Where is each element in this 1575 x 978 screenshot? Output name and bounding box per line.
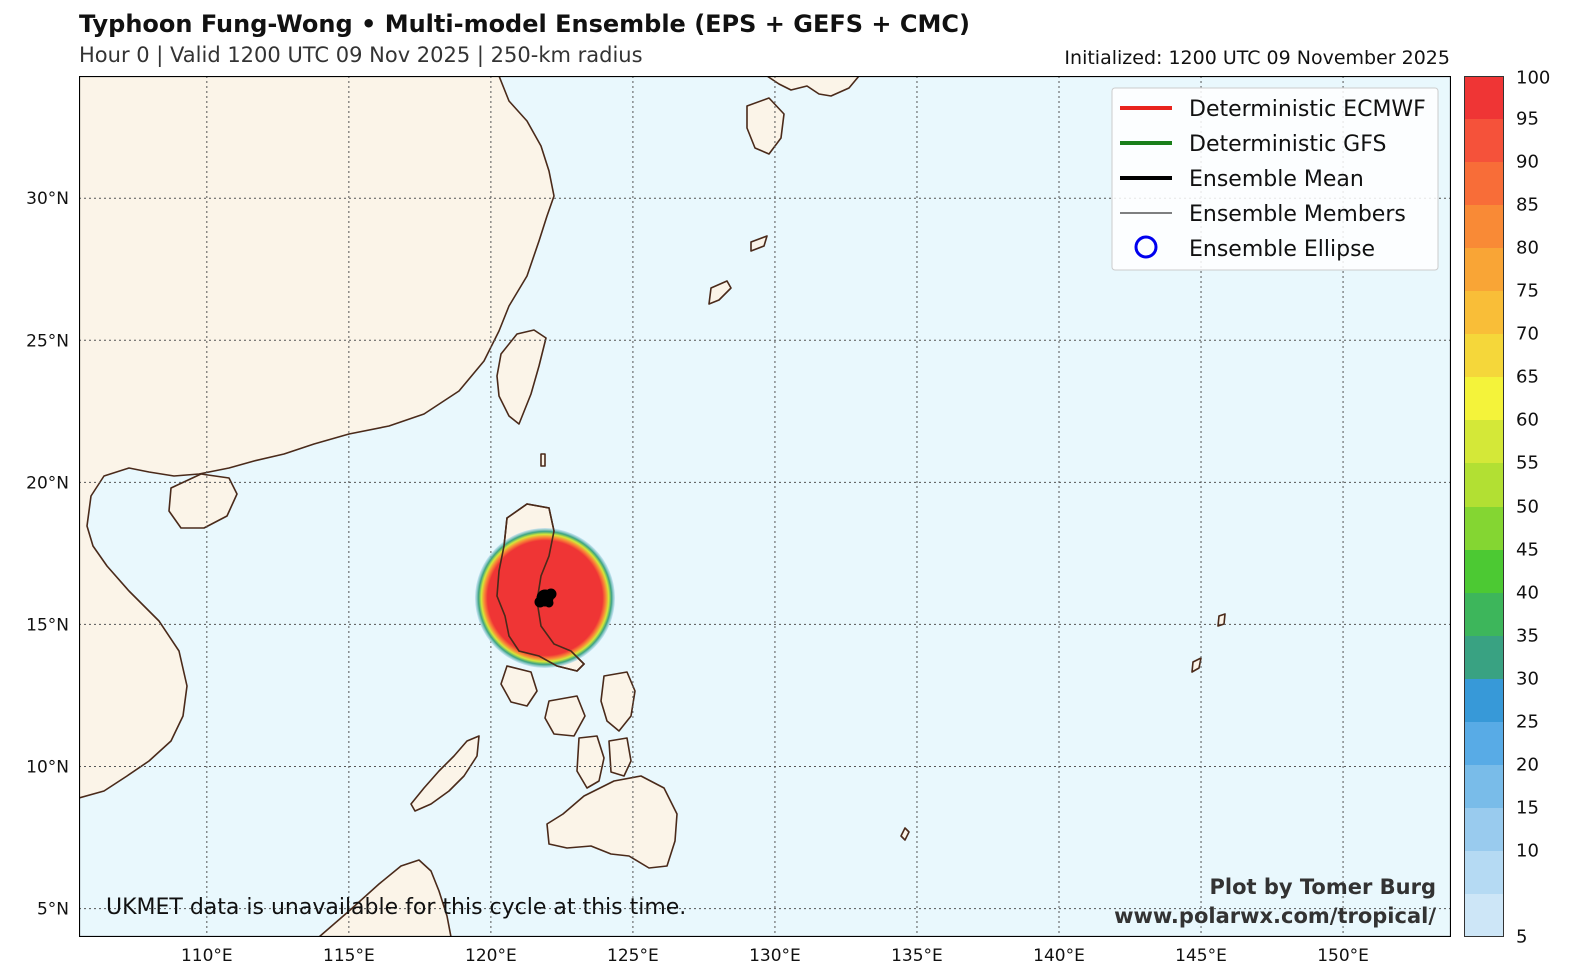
colorbar-segment bbox=[1464, 463, 1504, 507]
colorbar-segment bbox=[1464, 764, 1504, 809]
ensemble-member-cluster bbox=[534, 588, 557, 608]
colorbar-segment bbox=[1464, 721, 1504, 766]
lat-tick-label: 5°N bbox=[37, 900, 69, 920]
colorbar-label: 40 bbox=[1516, 582, 1539, 604]
legend-item-ensemble-ellipse: Ensemble Ellipse bbox=[1134, 235, 1375, 262]
colorbar-segment bbox=[1464, 807, 1504, 852]
lon-tick-label: 150°E bbox=[1317, 946, 1369, 966]
colorbar-segment bbox=[1464, 291, 1504, 335]
lon-tick-label: 110°E bbox=[181, 946, 233, 966]
colorbar bbox=[1464, 76, 1504, 938]
legend-item-ensemble-members: Ensemble Members bbox=[1120, 202, 1406, 227]
map-panel: Deterministic ECMWF Deterministic GFS En… bbox=[79, 76, 1451, 937]
legend-box: Deterministic ECMWF Deterministic GFS En… bbox=[1111, 87, 1439, 271]
colorbar-segment bbox=[1464, 592, 1504, 637]
landmass-hainan bbox=[168, 473, 238, 529]
lon-tick-label: 145°E bbox=[1175, 946, 1227, 966]
colorbar-label: 80 bbox=[1516, 237, 1539, 259]
colorbar-segment bbox=[1464, 678, 1504, 723]
colorbar-segment bbox=[1464, 635, 1504, 680]
colorbar-segment bbox=[1464, 162, 1504, 206]
colorbar-segment bbox=[1464, 205, 1504, 249]
luzon-coastline-overlay bbox=[496, 503, 586, 672]
lon-tick-label: 130°E bbox=[749, 946, 801, 966]
lon-tick-label: 135°E bbox=[891, 946, 943, 966]
legend-item-ecmwf: Deterministic ECMWF bbox=[1120, 97, 1426, 122]
colorbar-segment bbox=[1464, 420, 1504, 464]
colorbar-label: 10 bbox=[1516, 840, 1539, 862]
colorbar-label: 65 bbox=[1516, 366, 1539, 388]
landmass-okinawa bbox=[708, 280, 732, 305]
colorbar-label: 90 bbox=[1516, 151, 1539, 173]
map-frame bbox=[79, 76, 1451, 937]
landmass-samar bbox=[600, 671, 636, 732]
legend-item-ensemble-mean: Ensemble Mean bbox=[1120, 167, 1364, 192]
landmass-batanes bbox=[540, 453, 546, 467]
lon-tick-label: 125°E bbox=[607, 946, 659, 966]
chart-subtitle: Hour 0 | Valid 1200 UTC 09 Nov 2025 | 25… bbox=[79, 43, 643, 67]
lat-tick-label: 10°N bbox=[26, 758, 69, 778]
colorbar-segment bbox=[1464, 377, 1504, 421]
colorbar-label: 70 bbox=[1516, 323, 1539, 345]
colorbar-frame bbox=[1464, 76, 1504, 937]
colorbar-label: 100 bbox=[1516, 67, 1551, 89]
credit-line-1: Plot by Tomer Burg bbox=[1210, 875, 1437, 899]
lat-tick-label: 25°N bbox=[26, 331, 69, 351]
landmass-ryukyu bbox=[750, 235, 768, 252]
colorbar-label: 55 bbox=[1516, 452, 1539, 474]
colorbar-segment bbox=[1464, 334, 1504, 378]
legend-item-gfs: Deterministic GFS bbox=[1120, 132, 1386, 157]
colorbar-label: 15 bbox=[1516, 797, 1539, 819]
landmass-guam bbox=[1191, 657, 1202, 673]
landmass-mindanao bbox=[546, 775, 678, 869]
colorbar-segment bbox=[1464, 119, 1504, 163]
colorbar-segment bbox=[1464, 549, 1504, 594]
legend-label-ensemble-members: Ensemble Members bbox=[1189, 202, 1406, 227]
colorbar-label: 45 bbox=[1516, 539, 1539, 561]
colorbar-label: 30 bbox=[1516, 668, 1539, 690]
landmass-panay bbox=[544, 695, 586, 737]
ellipse-circle-icon bbox=[1134, 235, 1158, 259]
colorbar-label: 5 bbox=[1516, 926, 1528, 948]
landmass-caroline bbox=[900, 827, 910, 841]
colorbar-segment bbox=[1464, 76, 1504, 120]
colorbar-segment bbox=[1464, 248, 1504, 292]
colorbar-segment bbox=[1464, 850, 1504, 895]
landmass-japan bbox=[766, 76, 860, 97]
landmass-mindoro bbox=[500, 665, 538, 707]
ukmet-notice: UKMET data is unavailable for this cycle… bbox=[106, 895, 686, 920]
colorbar-label: 35 bbox=[1516, 625, 1539, 647]
initialized-time: Initialized: 1200 UTC 09 November 2025 bbox=[1064, 47, 1450, 69]
lon-tick-label: 140°E bbox=[1033, 946, 1085, 966]
lat-tick-label: 15°N bbox=[26, 615, 69, 635]
chart-title: Typhoon Fung-Wong • Multi-model Ensemble… bbox=[79, 10, 970, 38]
colorbar-label: 60 bbox=[1516, 409, 1539, 431]
legend-label-gfs: Deterministic GFS bbox=[1189, 132, 1386, 157]
colorbar-segment bbox=[1464, 893, 1504, 938]
lat-tick-label: 20°N bbox=[26, 473, 69, 493]
legend-label-ensemble-ellipse: Ensemble Ellipse bbox=[1189, 237, 1375, 262]
landmass-taiwan bbox=[496, 329, 547, 425]
colorbar-label: 50 bbox=[1516, 496, 1539, 517]
colorbar-label: 95 bbox=[1516, 108, 1539, 130]
legend-label-ensemble-mean: Ensemble Mean bbox=[1189, 167, 1364, 192]
credit-line-2: www.polarwx.com/tropical/ bbox=[1114, 904, 1436, 928]
lon-tick-label: 115°E bbox=[323, 946, 375, 966]
colorbar-label: 85 bbox=[1516, 194, 1539, 216]
landmass-borneo bbox=[318, 859, 452, 937]
colorbar-label: 25 bbox=[1516, 711, 1539, 733]
landmass-palawan bbox=[410, 735, 480, 812]
lat-tick-label: 30°N bbox=[26, 189, 69, 209]
landmass-asia-mainland bbox=[79, 76, 555, 799]
colorbar-label: 75 bbox=[1516, 280, 1539, 302]
colorbar-label: 20 bbox=[1516, 754, 1539, 776]
landmass-negros-cebu bbox=[576, 735, 605, 789]
lon-tick-label: 120°E bbox=[465, 946, 517, 966]
legend-label-ecmwf: Deterministic ECMWF bbox=[1189, 97, 1426, 122]
map-gridlines bbox=[79, 76, 1451, 937]
colorbar-segment bbox=[1464, 506, 1504, 551]
